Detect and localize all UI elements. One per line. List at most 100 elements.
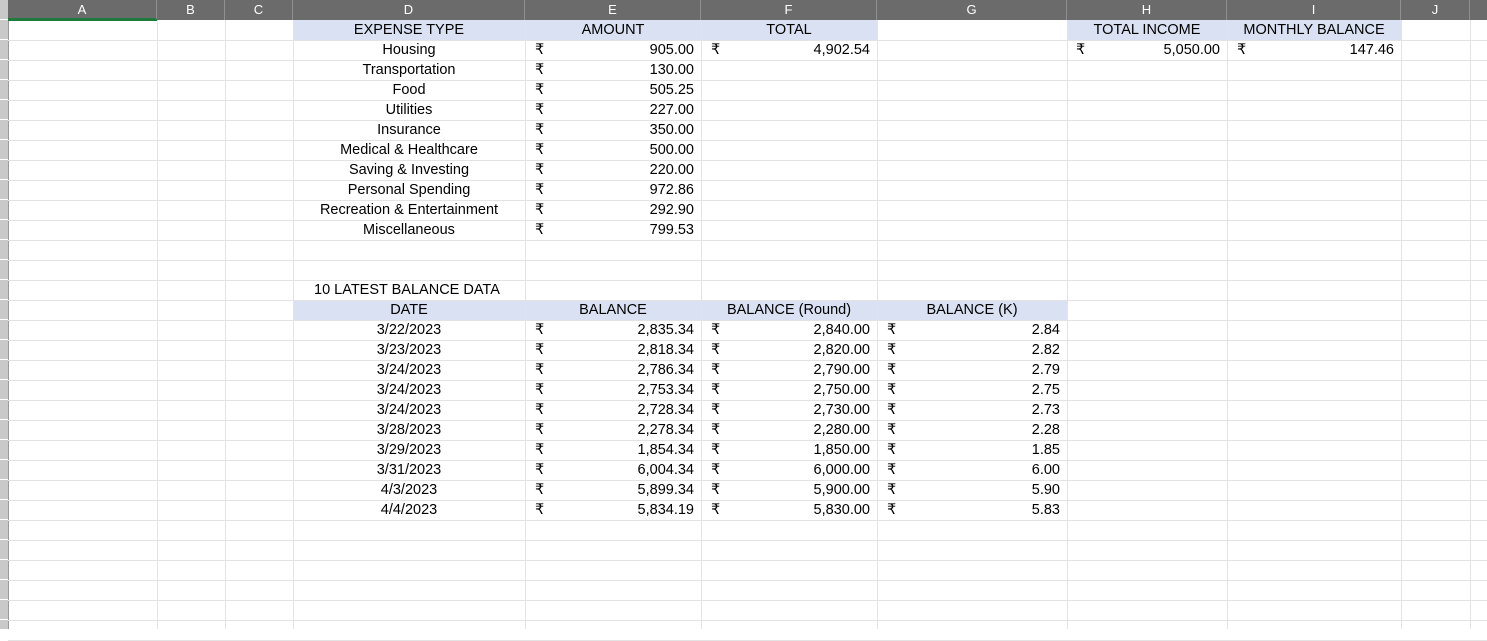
row-header-strip[interactable] (0, 0, 9, 629)
currency-symbol: ₹ (887, 382, 897, 398)
column-header-f[interactable]: F (701, 0, 877, 20)
balance-round-cell: 5,900.00 (813, 482, 870, 498)
grid-row-line (8, 200, 1487, 201)
balance-round-cell: 2,280.00 (813, 422, 870, 438)
currency-symbol: ₹ (1237, 42, 1247, 58)
currency-symbol: ₹ (535, 102, 545, 118)
expense-type-header: EXPENSE TYPE (353, 22, 465, 38)
grid-row-line (8, 240, 1487, 241)
row-header-divider (0, 439, 8, 440)
grid-column-line (1401, 20, 1402, 629)
grid-row-line (8, 300, 1487, 301)
row-header-divider (0, 99, 8, 100)
balance-cell: 5,899.34 (637, 482, 694, 498)
grid-row-line (8, 500, 1487, 501)
total-income-value: 5,050.00 (1163, 42, 1220, 58)
balance-k-cell: 2.84 (1031, 322, 1060, 338)
row-header-divider (0, 219, 8, 220)
balance-round-cell: 5,830.00 (813, 502, 870, 518)
total-header: TOTAL (766, 22, 812, 38)
date-cell: 3/29/2023 (376, 442, 442, 458)
date-cell: 3/24/2023 (376, 362, 442, 378)
column-header-h[interactable]: H (1067, 0, 1227, 20)
row-header-divider (0, 419, 8, 420)
column-header-b[interactable]: B (157, 0, 225, 20)
currency-symbol: ₹ (535, 502, 545, 518)
grid-row-line (8, 580, 1487, 581)
currency-symbol: ₹ (535, 162, 545, 178)
row-header-divider (0, 239, 8, 240)
currency-symbol: ₹ (535, 402, 545, 418)
amount-cell: 972.86 (649, 182, 694, 198)
balance-k-header: BALANCE (K) (926, 302, 1018, 318)
column-header-g[interactable]: G (877, 0, 1067, 20)
row-header-divider (0, 339, 8, 340)
row-header-divider (0, 299, 8, 300)
grid-row-line (8, 560, 1487, 561)
currency-symbol: ₹ (887, 322, 897, 338)
column-header-bar (8, 0, 1487, 20)
currency-symbol: ₹ (887, 422, 897, 438)
grid-row-line (8, 180, 1487, 181)
grid-row-line (8, 620, 1487, 621)
header-fill (293, 300, 1067, 320)
currency-symbol: ₹ (887, 442, 897, 458)
date-cell: 3/22/2023 (376, 322, 442, 338)
row-header-divider (0, 319, 8, 320)
currency-symbol: ₹ (711, 322, 721, 338)
row-header-divider (0, 599, 8, 600)
currency-symbol: ₹ (887, 482, 897, 498)
amount-cell: 500.00 (649, 142, 694, 158)
balance-round-cell: 1,850.00 (813, 442, 870, 458)
balance-k-cell: 2.73 (1031, 402, 1060, 418)
balance-section-title: 10 LATEST BALANCE DATA (314, 282, 500, 298)
row-header-divider (0, 119, 8, 120)
currency-symbol: ₹ (711, 402, 721, 418)
column-header-j[interactable]: J (1401, 0, 1470, 20)
row-header-divider (0, 519, 8, 520)
balance-cell: 2,278.34 (637, 422, 694, 438)
balance-header: BALANCE (579, 302, 647, 318)
grid-row-line (8, 460, 1487, 461)
row-header-divider (0, 379, 8, 380)
currency-symbol: ₹ (535, 482, 545, 498)
row-header-divider (0, 179, 8, 180)
balance-cell: 6,004.34 (637, 462, 694, 478)
row-header-divider (0, 559, 8, 560)
expense-type-cell: Saving & Investing (348, 162, 470, 178)
amount-header: AMOUNT (581, 22, 645, 38)
balance-cell: 1,854.34 (637, 442, 694, 458)
column-header-a[interactable]: A (8, 0, 157, 20)
balance-k-cell: 6.00 (1031, 462, 1060, 478)
currency-symbol: ₹ (1076, 42, 1086, 58)
currency-symbol: ₹ (711, 442, 721, 458)
currency-symbol: ₹ (887, 402, 897, 418)
grid-column-line (1227, 20, 1228, 629)
currency-symbol: ₹ (535, 422, 545, 438)
column-header-e[interactable]: E (525, 0, 701, 20)
currency-symbol: ₹ (535, 222, 545, 238)
expense-type-cell: Recreation & Entertainment (319, 202, 499, 218)
column-header-i[interactable]: I (1227, 0, 1401, 20)
row-header-divider (0, 259, 8, 260)
expense-type-cell: Personal Spending (347, 182, 471, 198)
total-income-header: TOTAL INCOME (1093, 22, 1201, 38)
currency-symbol: ₹ (887, 502, 897, 518)
row-header-divider (0, 19, 8, 20)
header-fill (1067, 20, 1401, 40)
column-header-d[interactable]: D (293, 0, 525, 20)
currency-symbol: ₹ (887, 362, 897, 378)
balance-cell: 2,728.34 (637, 402, 694, 418)
row-header-divider (0, 499, 8, 500)
row-header-divider (0, 39, 8, 40)
balance-k-cell: 2.28 (1031, 422, 1060, 438)
currency-symbol: ₹ (535, 322, 545, 338)
balance-round-cell: 2,820.00 (813, 342, 870, 358)
row-header-divider (0, 579, 8, 580)
currency-symbol: ₹ (535, 42, 545, 58)
selected-cell-a1[interactable] (8, 19, 157, 21)
column-header-c[interactable]: C (225, 0, 293, 20)
date-cell: 4/3/2023 (380, 482, 438, 498)
monthly-balance-header: MONTHLY BALANCE (1243, 22, 1385, 38)
